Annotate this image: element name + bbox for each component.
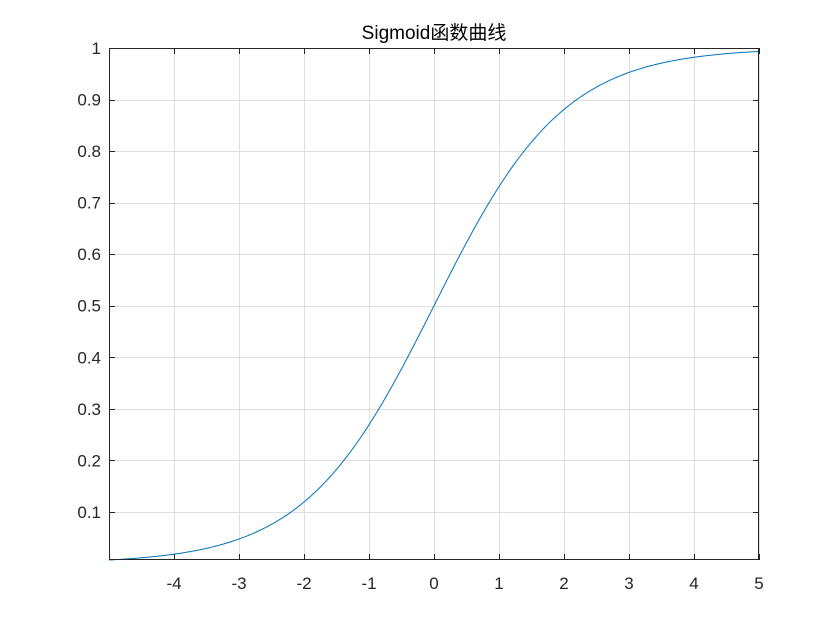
x-tick-label: 2 [559, 574, 568, 593]
x-tick-labels: -4 -3 -2 -1 0 1 2 3 4 5 [166, 574, 763, 593]
y-tick-label: 1 [92, 39, 101, 58]
y-tick-label: 0.2 [77, 451, 101, 470]
x-tick-label: -3 [231, 574, 246, 593]
y-tick-label: 0.5 [77, 297, 101, 316]
y-tick-label: 0.6 [77, 245, 101, 264]
x-tick-label: 0 [429, 574, 438, 593]
y-tick-label: 0.3 [77, 400, 101, 419]
x-tick-label: 5 [754, 574, 763, 593]
y-tick-label: 0.9 [77, 91, 101, 110]
y-tick-label: 0.1 [77, 503, 101, 522]
y-tick-label: 0.7 [77, 194, 101, 213]
grid-lines [109, 48, 760, 560]
y-tick-labels: 0.1 0.2 0.3 0.4 0.5 0.6 0.7 0.8 0.9 1 [77, 39, 101, 522]
x-tick-label: -2 [296, 574, 311, 593]
x-tick-label: -4 [166, 574, 181, 593]
x-tick-label: 1 [494, 574, 503, 593]
y-tick-label: 0.4 [77, 348, 101, 367]
chart-title: Sigmoid函数曲线 [362, 22, 507, 44]
sigmoid-series-line [108, 50, 760, 561]
y-tick-label: 0.8 [77, 142, 101, 161]
x-tick-label: -1 [361, 574, 376, 593]
x-tick-label: 3 [624, 574, 633, 593]
tick-marks [109, 48, 760, 560]
x-tick-label: 4 [689, 574, 698, 593]
